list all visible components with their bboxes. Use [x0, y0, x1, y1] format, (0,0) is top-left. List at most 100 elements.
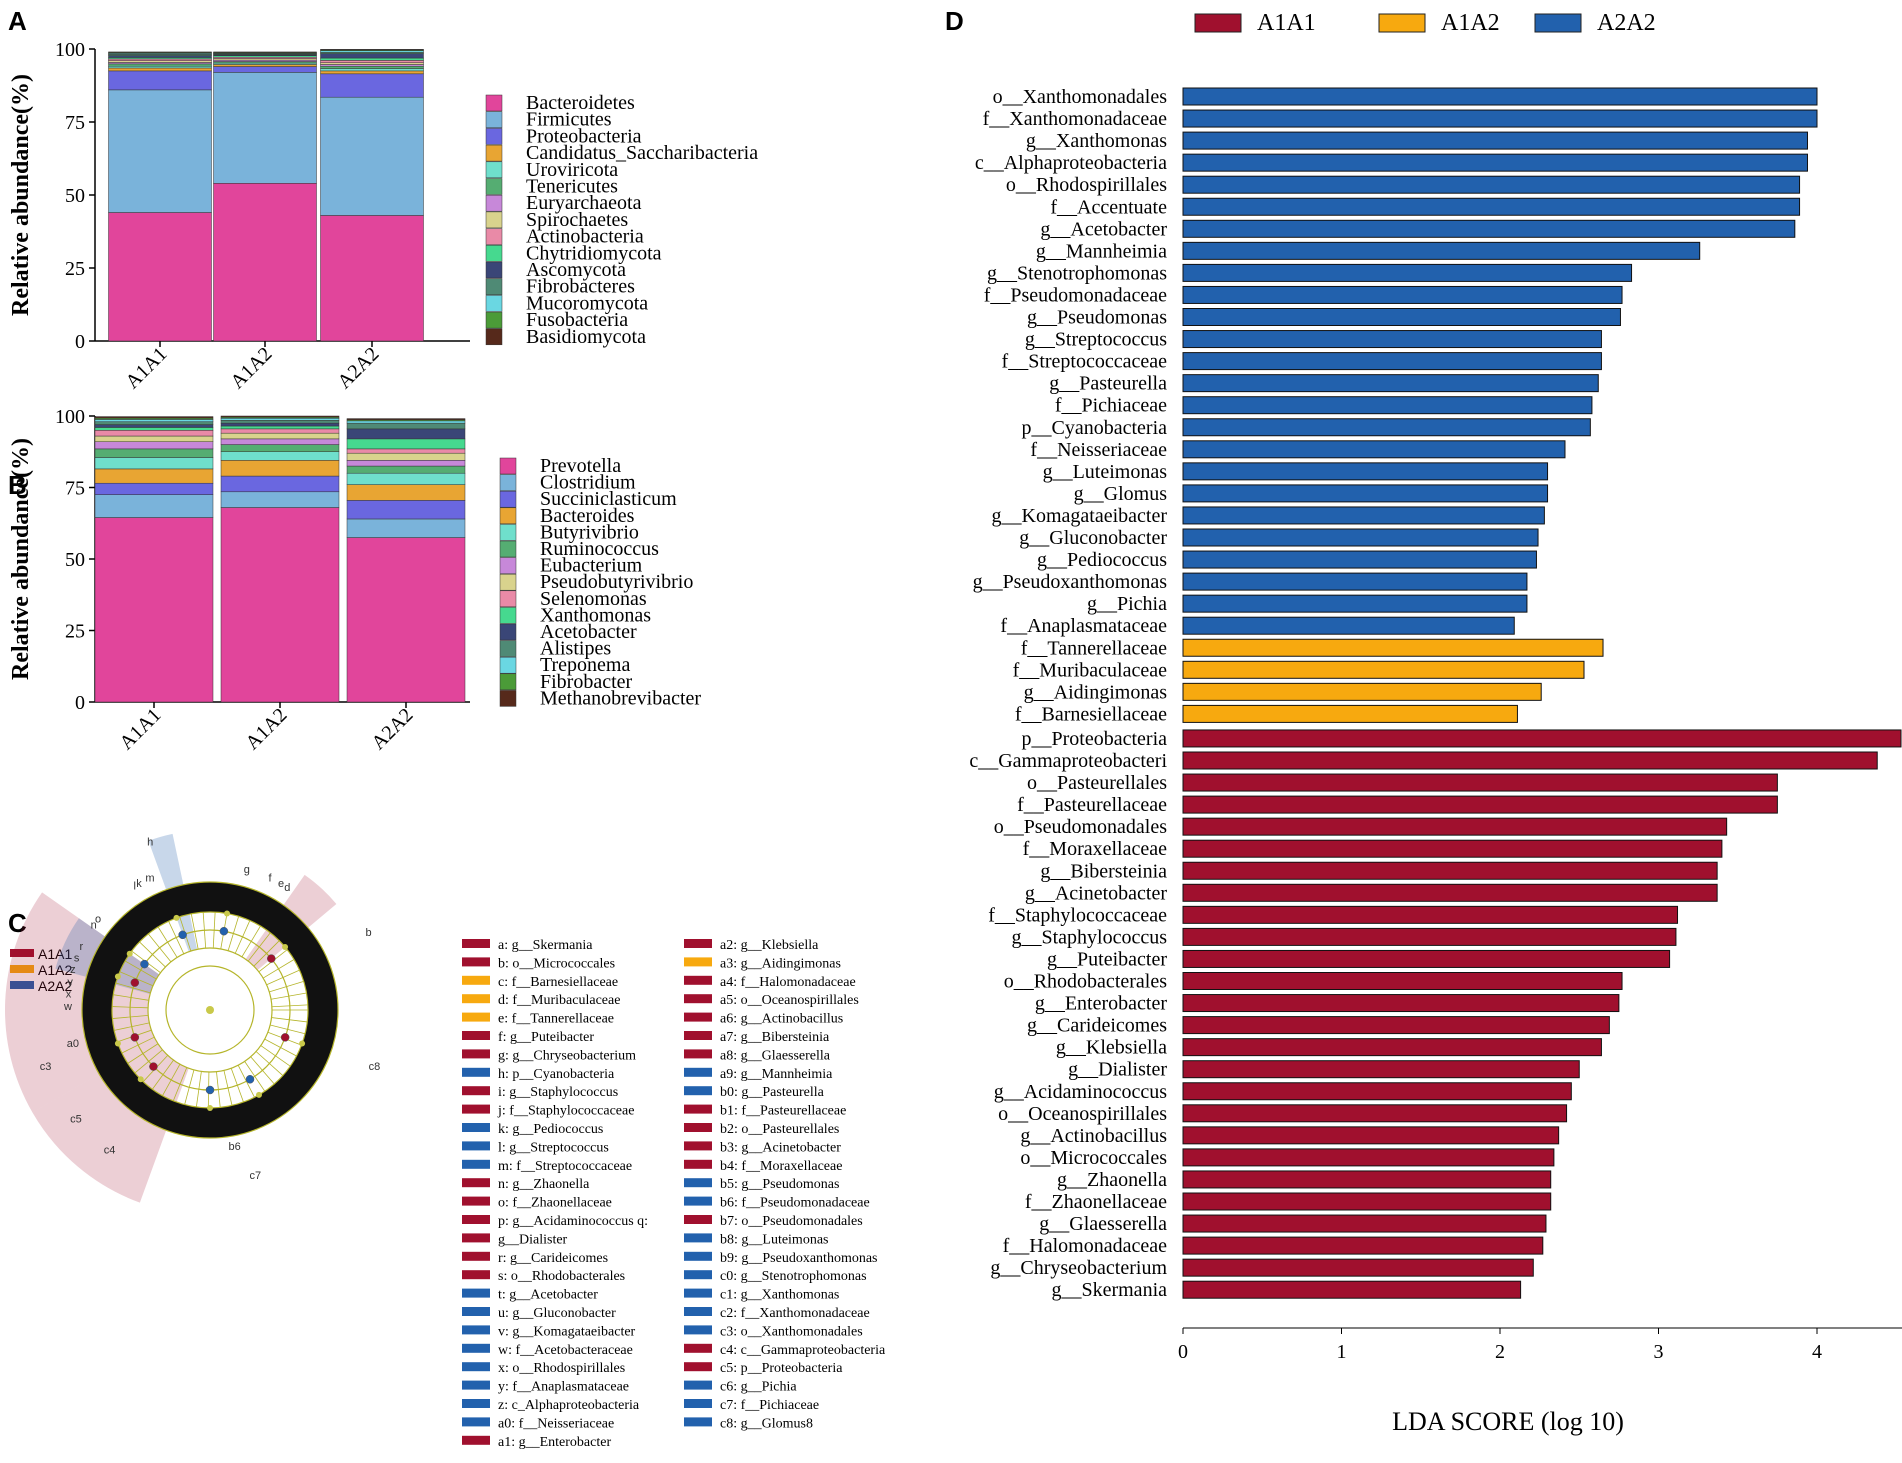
bar-label: f__Neisseriaceae — [1030, 439, 1167, 461]
key-label: u: g__Gluconobacter — [498, 1306, 616, 1321]
branch — [127, 1043, 159, 1064]
key-swatch — [462, 1343, 490, 1353]
key-swatch — [684, 1196, 712, 1206]
legend-label: Butyrivibrio — [540, 521, 639, 543]
branch — [270, 1024, 306, 1035]
lda-bar — [1182, 883, 1718, 902]
panel-label-c: C — [8, 908, 27, 938]
bar-label: f__Zhaonellaceae — [1025, 1191, 1167, 1213]
legend-swatch — [499, 457, 517, 475]
bar-segment — [94, 457, 214, 470]
key-label: c2: f__Xanthomonadaceae — [720, 1306, 870, 1321]
key-label: b3: g__Acinetobacter — [720, 1140, 841, 1155]
bar-segment — [220, 507, 340, 703]
bar-label: g__Zhaonella — [1057, 1169, 1167, 1191]
legend-label: Firmicutes — [526, 109, 612, 131]
clade-node — [207, 1105, 213, 1111]
bar-segment — [346, 418, 466, 420]
x-tick-label: 3 — [1654, 1341, 1664, 1363]
key-label: l: g__Streptococcus — [498, 1140, 609, 1155]
key-label: a3: g__Aidingimonas — [720, 956, 841, 971]
lda-bar — [1182, 572, 1528, 591]
legend-label: Tenericutes — [526, 176, 618, 198]
key-label: y: f__Anaplasmataceae — [498, 1380, 629, 1395]
clade-node — [140, 959, 149, 969]
lda-bar — [1182, 396, 1593, 415]
key-swatch — [462, 1123, 490, 1132]
lda-bar — [1182, 374, 1599, 393]
branch — [121, 1036, 155, 1054]
bar-label: g__Streptococcus — [1025, 329, 1167, 351]
bar-segment — [346, 420, 466, 424]
bar-segment — [94, 427, 214, 431]
legend-swatch — [485, 178, 503, 195]
key-label: v: g__Komagataeibacter — [498, 1324, 636, 1339]
legend-swatch — [485, 311, 503, 329]
clade-node — [130, 1033, 140, 1042]
legend-label: Xanthomonas — [540, 604, 651, 626]
legend-label: Eubacterium — [540, 555, 643, 577]
lda-bar — [1182, 795, 1778, 814]
bar-label: f__Xanthomonadaceae — [983, 108, 1167, 130]
branch — [162, 1064, 181, 1096]
key-swatch — [684, 1380, 712, 1390]
sector-label: b — [366, 927, 372, 939]
bar-segment — [346, 472, 466, 485]
key-swatch — [684, 1104, 712, 1114]
key-label: s: o__Rhodobacterales — [498, 1269, 625, 1284]
bar-segment — [213, 64, 317, 67]
legend-label: Ascomycota — [526, 259, 626, 281]
x-tick-label: A1A2 — [241, 704, 291, 754]
legend-label: Spirochaetes — [526, 209, 628, 231]
key-label: b0: g__Pasteurella — [720, 1085, 825, 1100]
clade-node — [219, 926, 229, 936]
lda-bar — [1182, 462, 1549, 481]
bar-segment — [220, 438, 340, 445]
bar-label: o__Micrococcales — [1020, 1147, 1167, 1169]
legend-swatch — [499, 640, 517, 657]
key-swatch — [462, 1086, 490, 1096]
branch — [271, 1017, 308, 1023]
key-label: c4: c__Gammaproteobacteria — [720, 1343, 886, 1358]
sector-label: n — [91, 920, 97, 932]
bar-label: g__Staphylococcus — [1011, 926, 1167, 948]
bar-segment — [220, 425, 340, 430]
key-label: j: f__Staphylococcaceae — [497, 1104, 634, 1119]
bar-label: f__Tannerellaceae — [1021, 637, 1167, 659]
bar-segment — [346, 460, 466, 467]
lda-bar — [1182, 839, 1723, 858]
legend-swatch — [1378, 13, 1426, 33]
key-swatch — [462, 1270, 490, 1280]
key-swatch — [462, 939, 490, 948]
legend-swatch — [485, 144, 503, 162]
bar-segment — [346, 484, 466, 501]
key-label: w: f__Acetobacteraceae — [498, 1343, 633, 1358]
legend-label: A1A2 — [38, 962, 72, 978]
legend-label: Ruminococcus — [540, 538, 659, 560]
bar-label: f__Pseudomonadaceae — [984, 284, 1167, 306]
bar-segment — [213, 51, 317, 53]
x-axis-label: LDA SCORE (log 10) — [1392, 1407, 1624, 1436]
bar-segment — [108, 63, 212, 67]
sector-label: z — [70, 964, 76, 976]
bar-label: g__Pasteurella — [1049, 373, 1167, 395]
key-swatch — [462, 1399, 490, 1408]
key-swatch — [462, 1325, 490, 1335]
key-label: c3: o__Xanthomonadales — [720, 1324, 863, 1339]
key-swatch — [462, 1031, 490, 1040]
bar-segment — [320, 73, 424, 98]
key-swatch — [462, 994, 490, 1004]
legend-label: Bacteroidetes — [526, 92, 635, 114]
clade-node — [282, 944, 289, 951]
lda-bar — [1182, 817, 1728, 836]
branch — [115, 982, 151, 994]
key-label: b9: g__Pseudoxanthomonas — [720, 1251, 878, 1266]
key-label: b2: o__Pasteurellales — [720, 1122, 839, 1137]
branch — [134, 1049, 163, 1074]
bar-segment — [346, 448, 466, 454]
bar-label: g__Glaesserella — [1039, 1213, 1167, 1235]
y-tick-label: 25 — [65, 621, 85, 643]
key-swatch — [462, 1233, 490, 1243]
bar-label: g__Pseudoxanthomonas — [973, 571, 1168, 593]
